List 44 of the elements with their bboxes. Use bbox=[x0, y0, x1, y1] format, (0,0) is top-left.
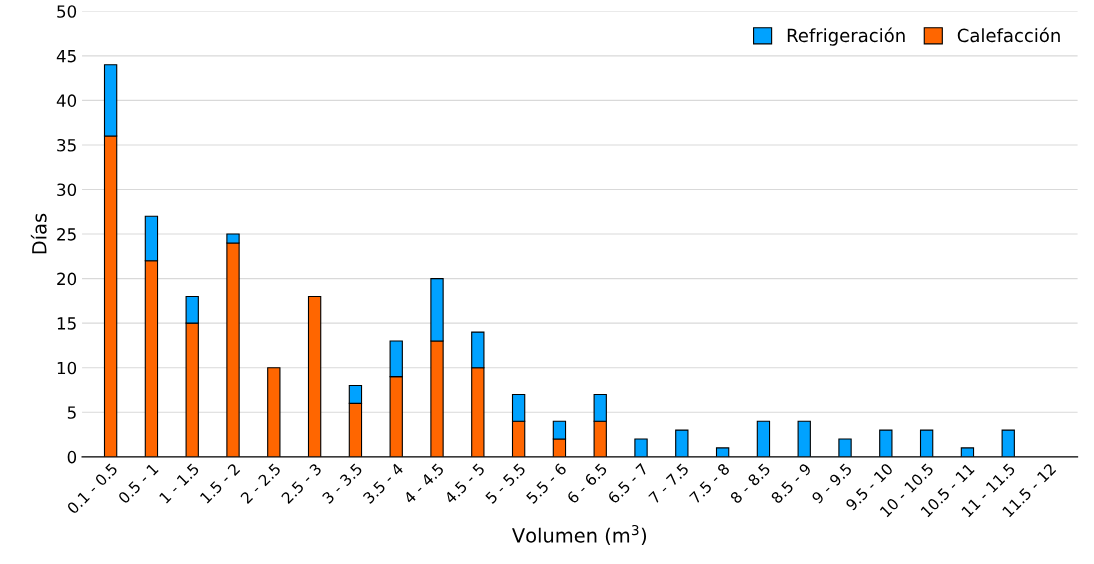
x-tick-label: 2 - 2.5 bbox=[239, 462, 282, 505]
x-tick-label: 8.5 - 9 bbox=[770, 462, 812, 505]
y-tick-label: 10 bbox=[57, 361, 77, 375]
y-tick-label: 45 bbox=[56, 50, 76, 63]
bar bbox=[267, 367, 281, 457]
x-tick-label: 0.5 - 1 bbox=[117, 462, 159, 505]
bar bbox=[960, 447, 975, 457]
bar bbox=[797, 420, 811, 457]
legend-label: Refrigeración bbox=[787, 27, 905, 46]
bar bbox=[634, 438, 648, 457]
y-tick-label: 5 bbox=[67, 406, 76, 419]
x-tick-label: 3 - 3.5 bbox=[321, 462, 363, 505]
x-tick-label: 4 - 4.5 bbox=[403, 462, 445, 505]
bar bbox=[756, 420, 771, 457]
y-tick-label: 30 bbox=[57, 183, 77, 197]
x-tick-label: 2.5 - 3 bbox=[280, 462, 323, 505]
bar bbox=[1001, 429, 1015, 457]
x-tick-label: 6.5 - 7 bbox=[607, 462, 649, 505]
y-tick-label: 50 bbox=[57, 5, 77, 18]
x-tick-label: 1.5 - 2 bbox=[199, 462, 241, 504]
y-tick-label: 35 bbox=[57, 138, 76, 152]
bar bbox=[879, 429, 893, 457]
legend-label: Calefacción bbox=[957, 27, 1060, 43]
y-tick-label: 40 bbox=[56, 94, 77, 107]
y-tick-label: 20 bbox=[57, 272, 77, 286]
x-tick-label: 5 - 5.5 bbox=[484, 462, 527, 505]
x-tick-label: 5.5 - 6 bbox=[525, 462, 568, 505]
x-tick-label: 3.5 - 4 bbox=[362, 462, 404, 505]
y-tick-label: 25 bbox=[57, 228, 76, 241]
x-tick-label: 7.5 - 8 bbox=[688, 462, 731, 504]
bar bbox=[838, 438, 852, 457]
x-tick-label: 7 - 7.5 bbox=[648, 462, 690, 504]
x-axis-title: Volumen (m$^{3}$) bbox=[512, 524, 647, 546]
x-tick-label: 4.5 - 5 bbox=[443, 462, 486, 505]
bar bbox=[675, 429, 689, 457]
y-axis-title: Días bbox=[30, 213, 47, 254]
bar bbox=[919, 429, 934, 457]
bar bbox=[307, 295, 322, 457]
x-tick-label: 1 - 1.5 bbox=[158, 462, 200, 504]
bar bbox=[715, 447, 730, 457]
y-tick-label: 0 bbox=[67, 450, 77, 464]
y-tick-label: 15 bbox=[57, 317, 76, 330]
x-tick-label: 8 - 8.5 bbox=[729, 462, 771, 505]
x-tick-label: 6 - 6.5 bbox=[566, 462, 608, 505]
